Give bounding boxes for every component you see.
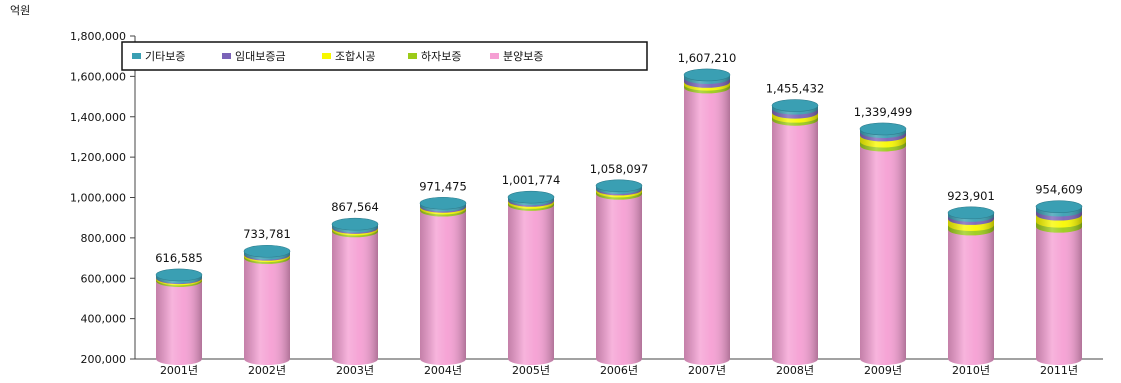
y-tick-label: 800,000: [81, 232, 127, 245]
y-tick-label: 600,000: [81, 272, 127, 285]
total-label: 1,607,210: [678, 51, 737, 65]
data-labels: 616,585 733,781 867,564 971,475 1,001,774 1,0…: [155, 51, 1083, 265]
cylinder-2001년: [155, 268, 203, 365]
x-tick-label: 2011년: [1040, 364, 1078, 377]
cylinder-top-cap: [419, 196, 467, 210]
segment-shade: [420, 210, 466, 365]
x-tick-label: 2010년: [952, 364, 990, 377]
legend-label: 조합시공: [335, 50, 375, 63]
y-tick-label: 1,400,000: [70, 111, 126, 124]
x-axis: 2001년 2002년 2003년 2004년 2005년 2006년 2007년 2008년…: [135, 358, 1103, 377]
cylinder-2004년: [419, 196, 467, 365]
segment-shade: [772, 119, 818, 365]
cylinder-top-cap: [595, 179, 643, 193]
legend-label: 분양보증: [503, 50, 543, 63]
segment-shade: [1036, 226, 1082, 365]
total-label: 867,564: [331, 200, 379, 214]
cylinder-top-cap: [331, 217, 379, 231]
total-label: 1,001,774: [502, 173, 561, 187]
cylinder-top-cap: [683, 68, 731, 82]
cylinder-2008년: [771, 99, 819, 365]
x-tick-label: 2007년: [688, 364, 726, 377]
segment-shade: [156, 280, 202, 365]
y-unit-label: 억원: [10, 4, 30, 17]
legend-label: 하자보증: [421, 49, 461, 63]
cylinder-top-cap: [771, 99, 819, 112]
cylinder-top-cap: [947, 206, 995, 220]
cylinder-2009년: [859, 122, 907, 365]
total-label: 1,058,097: [590, 162, 649, 176]
cylinder-2011년: [1035, 200, 1083, 365]
legend: 기타보증 임대보증금 조합시공 하자보증 분양보증: [121, 41, 648, 71]
cylinder-2007년: [683, 68, 731, 365]
segment-shade: [244, 257, 290, 365]
cylinder-top-cap: [507, 190, 555, 204]
y-tick-label: 1,000,000: [70, 192, 126, 205]
bars: [155, 68, 1083, 365]
x-tick-label: 2006년: [600, 364, 638, 377]
cylinder-2006년: [595, 179, 643, 365]
y-axis: 200,000 400,000 600,000 800,000 1,000,000 1,2…: [70, 30, 136, 366]
cylinder-top-cap: [243, 244, 291, 258]
x-tick-label: 2001년: [160, 364, 198, 377]
total-label: 923,901: [947, 189, 995, 203]
total-label: 733,781: [243, 227, 291, 241]
segment-shade: [508, 204, 554, 365]
total-label: 616,585: [155, 251, 203, 265]
segment-shade: [596, 193, 642, 365]
total-label: 954,609: [1035, 183, 1083, 197]
x-tick-label: 2003년: [336, 364, 374, 377]
legend-swatch: [322, 53, 331, 59]
x-tick-label: 2009년: [864, 364, 902, 377]
segment-shade: [860, 145, 906, 365]
y-tick-label: 1,600,000: [70, 70, 126, 83]
cylinder-top-cap: [155, 268, 203, 282]
cylinder-top-cap: [859, 122, 907, 136]
total-label: 1,339,499: [854, 105, 913, 119]
x-tick-label: 2002년: [248, 364, 286, 377]
segment-shade: [332, 231, 378, 365]
cylinder-2010년: [947, 206, 995, 365]
segment-shade: [684, 87, 730, 365]
legend-label: 임대보증금: [235, 50, 286, 63]
cylinder-2005년: [507, 190, 555, 365]
y-tick-label: 1,200,000: [70, 151, 126, 164]
legend-swatch: [408, 53, 417, 59]
y-tick-label: 200,000: [81, 353, 127, 366]
legend-label: 기타보증: [145, 50, 185, 63]
segment-shade: [948, 229, 994, 365]
legend-box: [121, 41, 648, 71]
cylinder-2002년: [243, 244, 291, 365]
x-tick-label: 2004년: [424, 364, 462, 377]
total-label: 971,475: [419, 179, 467, 193]
legend-swatch: [132, 53, 141, 59]
x-tick-label: 2005년: [512, 364, 550, 377]
legend-swatch: [490, 53, 499, 59]
y-tick-label: 400,000: [81, 313, 127, 326]
cylinder-2003년: [331, 217, 379, 365]
legend-swatch: [222, 53, 231, 59]
y-tick-label: 1,800,000: [70, 30, 126, 43]
total-label: 1,455,432: [766, 82, 825, 96]
x-tick-label: 2008년: [776, 364, 814, 377]
cylinder-top-cap: [1035, 200, 1083, 213]
